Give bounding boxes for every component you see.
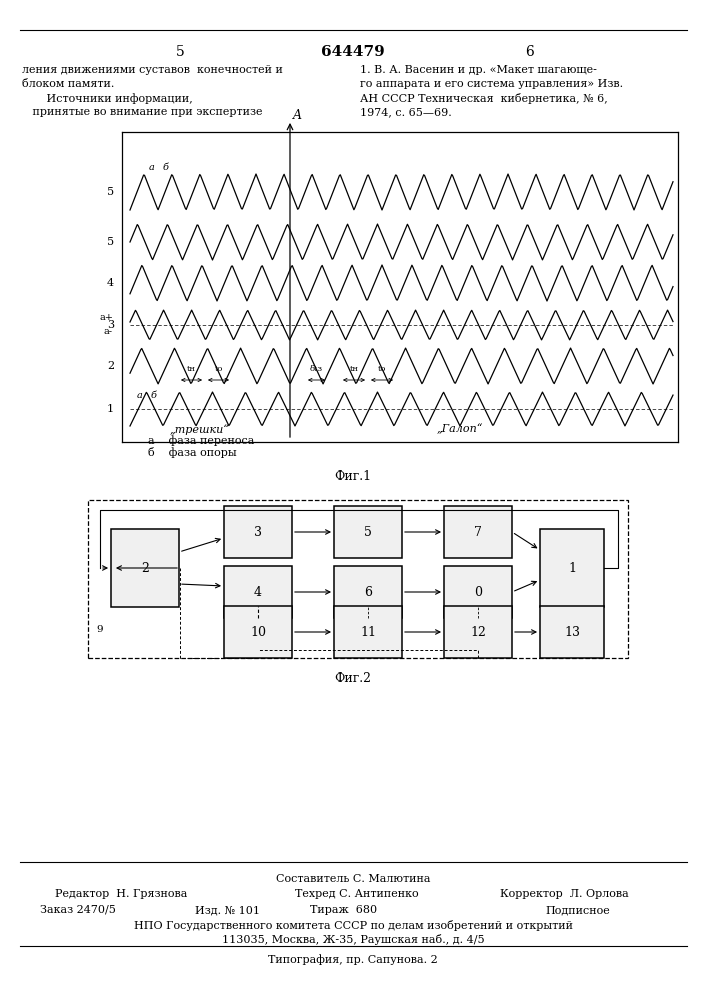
Text: a: a	[137, 391, 143, 400]
Text: 5: 5	[364, 526, 372, 538]
Text: блоком памяти.: блоком памяти.	[22, 79, 115, 89]
Text: 5: 5	[107, 237, 114, 247]
Text: 2: 2	[107, 361, 114, 371]
Bar	[444, 566, 512, 618]
Text: 12: 12	[470, 626, 486, 639]
Text: 13: 13	[564, 626, 580, 639]
Bar	[111, 529, 179, 607]
Text: 6: 6	[364, 585, 372, 598]
Text: б: б	[151, 391, 157, 400]
Text: 4: 4	[254, 585, 262, 598]
Text: tн: tн	[187, 365, 196, 373]
Text: 0: 0	[474, 585, 482, 598]
Text: б: б	[163, 163, 169, 172]
Text: Источники информации,: Источники информации,	[22, 93, 193, 104]
Text: Заказ 2470/5: Заказ 2470/5	[40, 905, 116, 915]
Text: 11: 11	[360, 626, 376, 639]
Text: δtз: δtз	[310, 365, 323, 373]
Text: 1. В. А. Васенин и др. «Макет шагающе-: 1. В. А. Васенин и др. «Макет шагающе-	[360, 65, 597, 75]
Text: tо: tо	[214, 365, 223, 373]
Text: АН СССР Техническая  кибернетика, № 6,: АН СССР Техническая кибернетика, № 6,	[360, 93, 608, 104]
Text: НПО Государственного комитета СССР по делам изобретений и открытий: НПО Государственного комитета СССР по де…	[134, 920, 573, 931]
Bar	[334, 606, 402, 658]
Text: tн: tн	[349, 365, 358, 373]
Text: a+: a+	[99, 314, 113, 322]
Bar	[334, 506, 402, 558]
Text: „трешки“: „трешки“	[170, 424, 230, 435]
Text: 3: 3	[254, 526, 262, 538]
Text: а    фаза переноса: а фаза переноса	[148, 435, 255, 446]
Text: „Галоп“: „Галоп“	[437, 424, 484, 435]
Text: 5: 5	[107, 187, 114, 197]
Bar	[540, 529, 604, 607]
Text: 4: 4	[107, 278, 114, 288]
Text: tо: tо	[378, 365, 386, 373]
Text: принятые во внимание при экспертизе: принятые во внимание при экспертизе	[22, 107, 262, 117]
Text: 1974, с. 65—69.: 1974, с. 65—69.	[360, 107, 452, 117]
Bar	[540, 606, 604, 658]
Bar	[334, 566, 402, 618]
Text: Редактор  Н. Грязнова: Редактор Н. Грязнова	[55, 889, 187, 899]
Bar	[224, 606, 292, 658]
Bar	[444, 506, 512, 558]
Text: Корректор  Л. Орлова: Корректор Л. Орлова	[500, 889, 629, 899]
Text: 644479: 644479	[321, 45, 385, 59]
Text: 1: 1	[107, 404, 114, 414]
Text: Фиг.2: Фиг.2	[334, 672, 371, 685]
Text: a-: a-	[104, 328, 113, 336]
Bar	[88, 500, 628, 658]
Text: ления движениями суставов  конечностей и: ления движениями суставов конечностей и	[22, 65, 283, 75]
Text: Фиг.1: Фиг.1	[334, 470, 372, 483]
Text: Составитель С. Малютина: Составитель С. Малютина	[276, 874, 431, 884]
Text: Типография, пр. Сапунова. 2: Типография, пр. Сапунова. 2	[268, 954, 438, 965]
Text: 9: 9	[96, 626, 103, 635]
Text: Техред С. Антипенко: Техред С. Антипенко	[295, 889, 419, 899]
Text: 113035, Москва, Ж-35, Раушская наб., д. 4/5: 113035, Москва, Ж-35, Раушская наб., д. …	[222, 934, 484, 945]
Text: 5: 5	[175, 45, 185, 59]
Text: 1: 1	[568, 562, 576, 574]
Text: 2: 2	[141, 562, 149, 574]
Bar	[224, 566, 292, 618]
Text: б    фаза опоры: б фаза опоры	[148, 447, 237, 458]
Text: 10: 10	[250, 626, 266, 639]
Text: Подписное: Подписное	[545, 905, 609, 915]
Bar	[224, 506, 292, 558]
Text: Изд. № 101: Изд. № 101	[195, 905, 260, 915]
Text: A: A	[293, 109, 302, 122]
Text: 7: 7	[474, 526, 482, 538]
Text: го аппарата и его система управления» Изв.: го аппарата и его система управления» Из…	[360, 79, 623, 89]
Bar	[444, 606, 512, 658]
Text: Тираж  680: Тираж 680	[310, 905, 377, 915]
Text: 3: 3	[107, 320, 114, 330]
Text: 6: 6	[525, 45, 534, 59]
Text: a: a	[149, 163, 155, 172]
